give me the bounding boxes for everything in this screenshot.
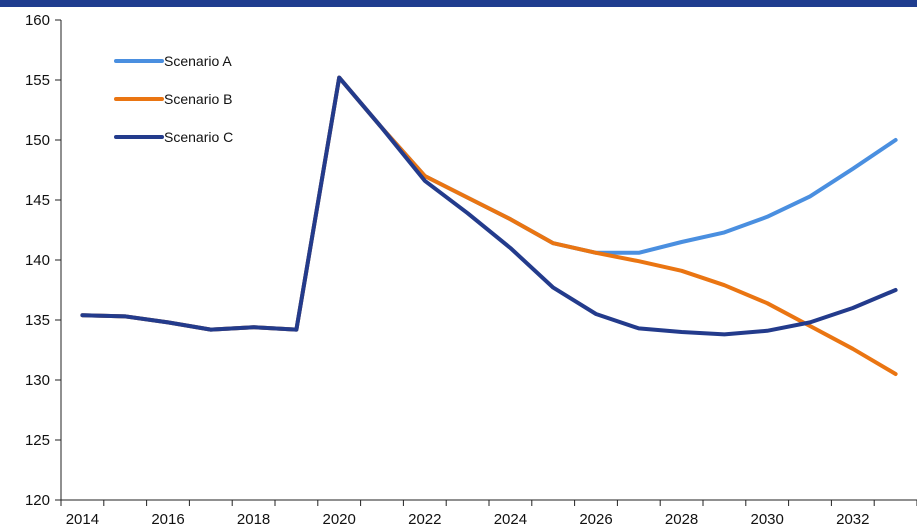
x-axis: 2014 2016 2018 2020 2022 2024 2026 2028 2030 2032 [60,499,917,528]
legend-label-scenario-c: Scenario C [164,129,233,145]
legend-label-scenario-a: Scenario A [164,53,232,69]
x-tick-label: 2030 [751,511,784,528]
x-tick-label: 2028 [665,511,698,528]
legend: Scenario A Scenario B Scenario C [114,53,233,145]
top-color-band [0,0,917,7]
x-tick-label: 2024 [494,511,527,528]
x-tick-label: 2026 [579,511,612,528]
y-tick-label: 145 [25,192,50,209]
y-tick-label: 160 [25,12,50,29]
y-tick-label: 150 [25,132,50,149]
y-tick-label: 155 [25,72,50,89]
x-tick-label: 2016 [151,511,184,528]
x-tick-label: 2014 [66,511,99,528]
y-tick-label: 130 [25,372,50,389]
scenario-c-line [80,75,898,337]
x-tick-label: 2018 [237,511,270,528]
x-tick-label: 2022 [408,511,441,528]
y-tick-label: 125 [25,432,50,449]
x-tick-label: 2032 [836,511,869,528]
y-tick-label: 140 [25,252,50,269]
x-tick-label: 2020 [323,511,356,528]
scenario-a-line [80,75,898,332]
legend-label-scenario-b: Scenario B [164,91,232,107]
y-axis: 120 125 130 135 140 145 150 155 160 [25,12,62,509]
y-tick-label: 135 [25,312,50,329]
series-layer [80,75,898,376]
y-tick-label: 120 [25,492,50,509]
